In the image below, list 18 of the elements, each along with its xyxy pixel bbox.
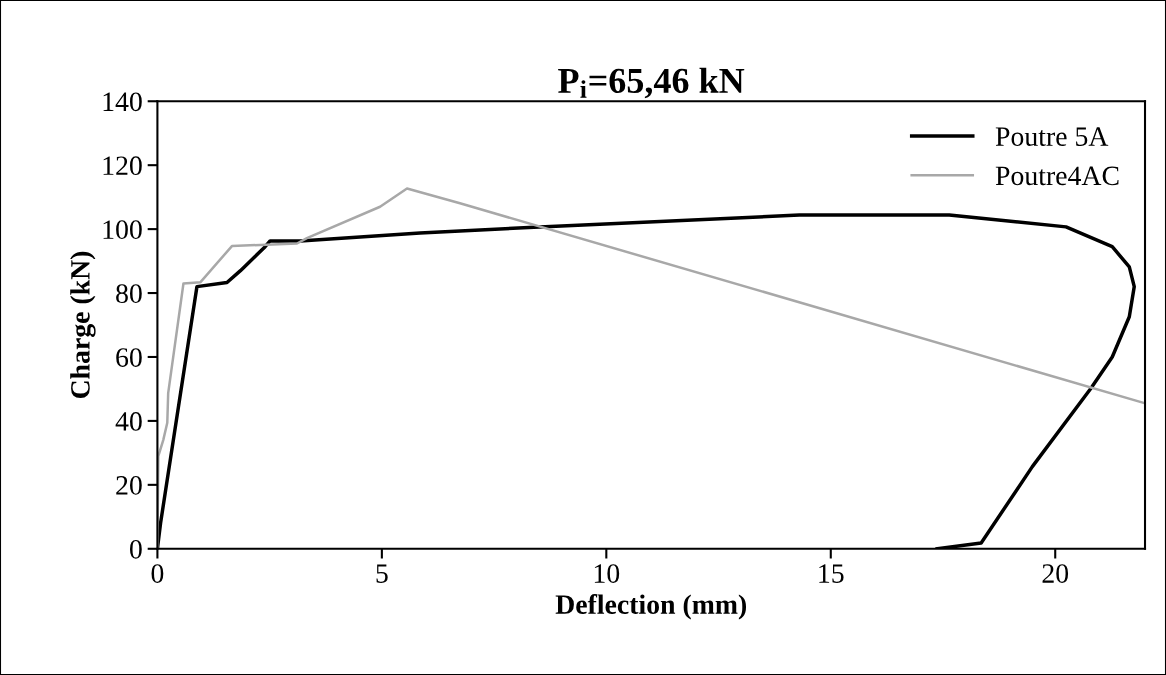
y-tick-label: 120 — [103, 156, 142, 176]
y-tick-label: 20 — [116, 476, 142, 495]
y-tick-label: 100 — [103, 220, 142, 240]
y-axis-title: Charge (kN) — [70, 251, 96, 399]
x-tick-label: 5 — [376, 564, 388, 583]
y-tick-label: 60 — [116, 348, 142, 367]
x-tick-label: 0 — [151, 564, 164, 583]
x-axis-title: Deflection (mm) — [555, 594, 747, 620]
chart-title: P$_{i}$=65,46 kN — [558, 67, 745, 99]
x-tick-label: 15 — [819, 564, 844, 583]
x-tick-label: 10 — [594, 564, 620, 583]
legend-label: Poutre 5A — [995, 127, 1109, 146]
y-tick-label: 80 — [116, 284, 142, 303]
y-tick-label: 40 — [115, 412, 142, 431]
x-tick-label: 20 — [1042, 564, 1069, 583]
y-tick-label: 140 — [103, 92, 142, 112]
legend-label: Poutre4AC — [995, 166, 1119, 186]
y-tick-label: 0 — [130, 539, 142, 559]
